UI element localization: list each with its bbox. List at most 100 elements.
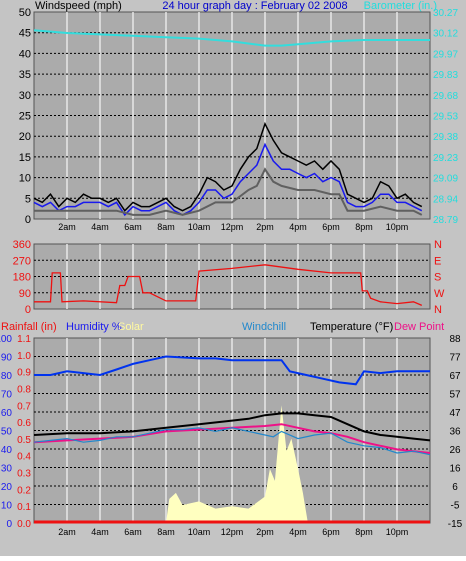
- x-tick-label: 10pm: [386, 222, 409, 232]
- temperature-tick-label: 47: [449, 408, 461, 419]
- wind-y-tick-label: 15: [19, 152, 31, 164]
- gust-line: [33, 121, 423, 212]
- climate-series: [33, 355, 431, 524]
- temperature-tick-label: 6: [452, 482, 458, 493]
- barometer-tick-label: 29.97: [433, 49, 458, 60]
- humidity-tick-label: 80: [1, 371, 13, 382]
- barometer-tick-label: 29.68: [433, 91, 458, 102]
- direction-tick-label: 360: [13, 239, 31, 251]
- x-tick-label: 10am: [188, 222, 211, 232]
- wind-y-tick-label: 30: [19, 90, 31, 102]
- compass-tick-label: N: [434, 304, 442, 316]
- x-tick-label: 6pm: [322, 222, 340, 232]
- x-tick-label: 8pm: [355, 527, 373, 537]
- humidity-tick-label: 90: [1, 353, 13, 364]
- wind-axes: 0 5 10 15 20 25 30 35 40 45 50 28.79 28.94 29.09 29.23…: [19, 7, 459, 232]
- temperature-tick-label: 88: [449, 334, 461, 345]
- rainfall-tick-label: 0.2: [17, 485, 31, 496]
- rainfall-tick-label: 0.3: [17, 469, 31, 480]
- wind-y-tick-label: 25: [19, 111, 31, 123]
- rainfall-tick-label: 0.5: [17, 435, 31, 446]
- dewpoint-label: Dew Point: [394, 321, 444, 333]
- avg-line: [34, 167, 423, 216]
- windchill-line: [33, 427, 431, 456]
- x-tick-label: 4am: [91, 222, 109, 232]
- wind-direction-line: [34, 264, 423, 306]
- chart-title: 24 hour graph day : February 02 2008: [162, 0, 347, 12]
- humidity-tick-label: 30: [1, 464, 13, 475]
- compass-tick-label: E: [434, 255, 441, 267]
- compass-tick-label: W: [434, 288, 445, 300]
- x-tick-label: 2pm: [256, 222, 274, 232]
- humidity-tick-label: 50: [1, 427, 13, 438]
- barometer-line: [33, 29, 430, 47]
- compass-tick-label: N: [434, 239, 442, 251]
- x-tick-label: 8am: [157, 222, 175, 232]
- barometer-tick-label: 30.27: [433, 8, 458, 19]
- humidity-tick-label: 60: [1, 408, 13, 419]
- rainfall-tick-label: 1.0: [17, 351, 31, 362]
- climate-axes: 0 10 20 30 40 50 60 70 80 90 100 0.0 0.1 0.2 0.3 0.4 0.5…: [0, 334, 463, 537]
- temperature-label: Temperature (°F): [310, 321, 393, 333]
- solar-label: Solar: [118, 321, 144, 333]
- barometer-tick-label: 28.79: [433, 215, 458, 226]
- temperature-tick-label: -15: [448, 519, 463, 530]
- barometer-tick-label: 29.38: [433, 132, 458, 143]
- x-tick-label: 2am: [58, 527, 76, 537]
- temperature-tick-label: 77: [449, 353, 461, 364]
- direction-tick-label: 90: [19, 288, 31, 300]
- wind-y-tick-label: 45: [19, 28, 31, 40]
- wind-y-tick-label: 50: [19, 7, 31, 19]
- direction-tick-label: 270: [13, 255, 31, 267]
- rainfall-tick-label: 0.4: [17, 452, 31, 463]
- x-tick-label: 10pm: [386, 527, 409, 537]
- wind-axis-label: Windspeed (mph): [35, 0, 122, 12]
- humidity-tick-label: 70: [1, 390, 13, 401]
- direction-series: [34, 264, 423, 306]
- rainfall-tick-label: 0.1: [17, 502, 31, 513]
- wind-y-tick-label: 35: [19, 69, 31, 81]
- temperature-line: [33, 412, 431, 442]
- rainfall-tick-label: 0.8: [17, 384, 31, 395]
- barometer-tick-label: 30.12: [433, 29, 458, 40]
- barometer-tick-label: 29.09: [433, 174, 458, 185]
- wind-y-tick-label: 5: [25, 193, 31, 205]
- x-tick-label: 4pm: [289, 222, 307, 232]
- x-tick-label: 6pm: [322, 527, 340, 537]
- humidity-tick-label: 40: [1, 445, 13, 456]
- rainfall-tick-label: 0.6: [17, 418, 31, 429]
- barometer-tick-label: 28.94: [433, 194, 458, 205]
- solar-series: [166, 405, 308, 523]
- temperature-tick-label: 57: [449, 390, 461, 401]
- x-tick-label: 2am: [58, 222, 76, 232]
- climate-grid: [34, 338, 430, 523]
- windchill-label: Windchill: [242, 321, 286, 333]
- compass-tick-label: S: [434, 272, 441, 284]
- humidity-line: [34, 355, 430, 386]
- x-tick-label: 6am: [124, 527, 142, 537]
- humidity-tick-label: 10: [1, 501, 13, 512]
- humidity-tick-label: 20: [1, 482, 13, 493]
- wind-y-tick-label: 0: [25, 214, 31, 226]
- x-tick-label: 4am: [91, 527, 109, 537]
- wind-y-tick-label: 20: [19, 131, 31, 143]
- barometer-axis-label: Barometer (in.): [364, 0, 437, 12]
- solar-area: [166, 405, 308, 523]
- temperature-tick-label: 26: [449, 445, 461, 456]
- wind-y-tick-label: 40: [19, 48, 31, 60]
- direction-tick-label: 0: [25, 304, 31, 316]
- humidity-label: Humidity %: [66, 321, 122, 333]
- x-tick-label: 8am: [157, 527, 175, 537]
- wind-series: [33, 29, 430, 217]
- rainfall-label: Rainfall (in): [1, 321, 57, 333]
- barometer-tick-label: 29.23: [433, 153, 458, 164]
- temperature-tick-label: 67: [449, 371, 461, 382]
- x-tick-label: 8pm: [355, 222, 373, 232]
- x-tick-label: 6am: [124, 222, 142, 232]
- x-tick-label: 12pm: [221, 527, 244, 537]
- rainfall-tick-label: 1.1: [17, 334, 31, 345]
- x-tick-label: 12pm: [221, 222, 244, 232]
